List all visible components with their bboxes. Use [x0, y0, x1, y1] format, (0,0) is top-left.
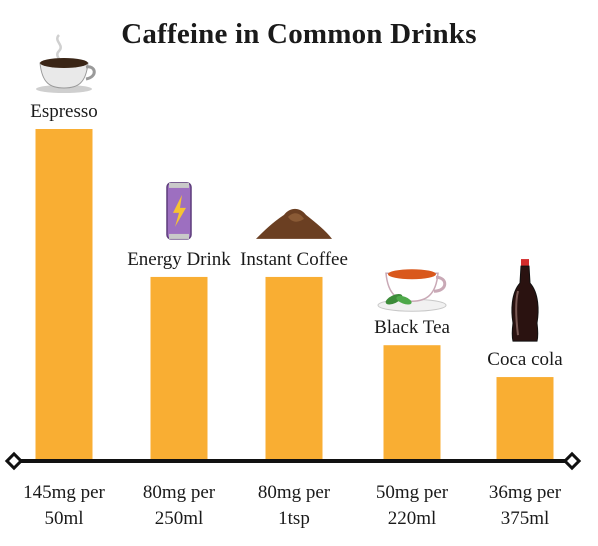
x-axis-right-diamond: [562, 451, 582, 471]
tea-cup-icon: [377, 269, 447, 312]
x-axis-left-diamond: [4, 451, 24, 471]
serving-label-line1: 80mg per: [143, 482, 216, 503]
coffee-powder-icon: [256, 208, 332, 239]
serving-label-line2: 1tsp: [278, 508, 310, 529]
serving-label-line2: 375ml: [501, 508, 550, 529]
serving-label-line1: 36mg per: [489, 482, 562, 503]
bar-espresso: [35, 129, 93, 459]
serving-label-line2: 250ml: [155, 508, 204, 529]
category-labels-layer: Espresso Energy Drink Instant Coffee Black …: [30, 101, 563, 370]
category-label: Black Tea: [374, 317, 450, 338]
category-label: Instant Coffee: [240, 249, 348, 270]
serving-label-line1: 50mg per: [376, 482, 449, 503]
bar-energy-drink: [150, 276, 208, 459]
category-label: Espresso: [30, 101, 98, 122]
icons-layer: [36, 34, 539, 342]
bar-instant-coffee: [265, 276, 323, 459]
serving-label-line1: 145mg per: [23, 482, 105, 503]
serving-label-line2: 220ml: [388, 508, 437, 529]
cola-bottle-icon: [511, 259, 539, 342]
serving-label-line1: 80mg per: [258, 482, 331, 503]
category-label: Energy Drink: [127, 249, 231, 270]
bars-layer: [35, 129, 554, 459]
serving-label-line2: 50ml: [44, 508, 83, 529]
serving-labels-layer: 145mg per 50ml 80mg per 250ml 80mg per 1tsp 50…: [23, 482, 562, 529]
chart-title: Caffeine in Common Drinks: [121, 18, 477, 50]
bar-black-tea: [383, 345, 441, 459]
energy-can-icon: [166, 182, 192, 240]
bar-coca-cola: [496, 377, 554, 459]
x-axis: [4, 451, 582, 471]
category-label: Coca cola: [487, 349, 563, 370]
coffee-cup-icon: [36, 34, 96, 93]
